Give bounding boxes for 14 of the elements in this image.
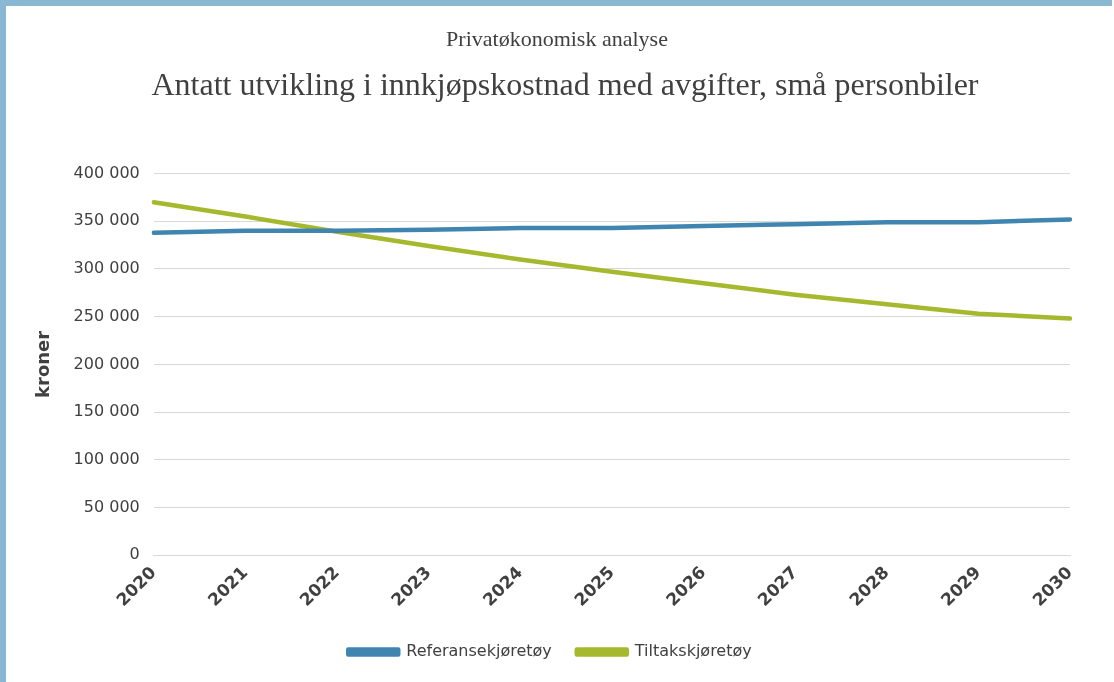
y-tick-label: 200 000: [73, 353, 140, 373]
y-axis-title: kroner: [32, 330, 54, 398]
y-tick-label: 100 000: [73, 448, 140, 468]
chart-title: Antatt utvikling i innkjøpskostnad med avgifter, små personbiler: [150, 65, 980, 104]
legend-label: Tiltakskjøretøy: [633, 641, 752, 661]
y-tick-label: 250 000: [73, 305, 140, 325]
y-tick-label: 150 000: [73, 401, 140, 421]
y-tick-label: 300 000: [73, 258, 140, 278]
chart-subtitle: Privatøkonomisk analyse: [445, 26, 669, 52]
y-tick-label: 50 000: [83, 496, 140, 516]
y-tick-label: 0: [129, 544, 140, 564]
y-tick-label: 400 000: [73, 162, 140, 182]
y-tick-label: 350 000: [73, 210, 140, 230]
legend-label: Referansekjøretøy: [406, 641, 552, 661]
